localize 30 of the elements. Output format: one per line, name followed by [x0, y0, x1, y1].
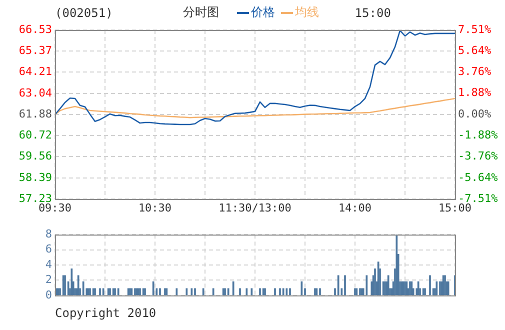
- x-tick-label: 10:30: [138, 201, 172, 214]
- y-tick-label: 65.37: [18, 44, 52, 57]
- y-tick-label: 6: [45, 242, 52, 256]
- y-tick-label: 0: [45, 288, 52, 302]
- y-tick-label: 58.39: [18, 170, 52, 184]
- y2-tick-label: 1.88%: [458, 86, 492, 100]
- text: 15:00: [354, 6, 391, 20]
- y2-tick-label: 3.76%: [458, 65, 492, 78]
- y-tick-label: 64.21: [18, 65, 52, 78]
- y2-tick-label: 5.64%: [458, 44, 492, 57]
- legend-label: 均线: [294, 4, 319, 21]
- y2-tick-label: -3.76%: [458, 150, 498, 163]
- y-tick-label: 63.04: [18, 86, 52, 100]
- y-tick-label: 59.56: [18, 150, 52, 163]
- y-tick-label: 8: [45, 227, 52, 240]
- text: Copyright 2010: [55, 306, 156, 320]
- x-tick-label: 11:30/13:00: [218, 201, 292, 214]
- chart-title: (002051): [55, 6, 113, 20]
- y-tick-label: 61.88: [18, 107, 52, 120]
- y-tick-label: 60.72: [18, 128, 52, 142]
- legend-label: 价格: [250, 4, 275, 21]
- chart-subtitle: 分时图: [182, 4, 219, 21]
- y-tick-label: 4: [45, 258, 52, 271]
- x-tick-label: 14:00: [338, 201, 372, 214]
- y2-tick-label: -5.64%: [458, 170, 498, 184]
- y2-tick-label: 7.51%: [458, 22, 492, 36]
- y2-tick-label: 0.00%: [458, 107, 492, 120]
- y-tick-label: 66.53: [18, 22, 52, 36]
- y-tick-label: 2: [45, 273, 52, 286]
- y2-tick-label: -1.88%: [458, 128, 498, 142]
